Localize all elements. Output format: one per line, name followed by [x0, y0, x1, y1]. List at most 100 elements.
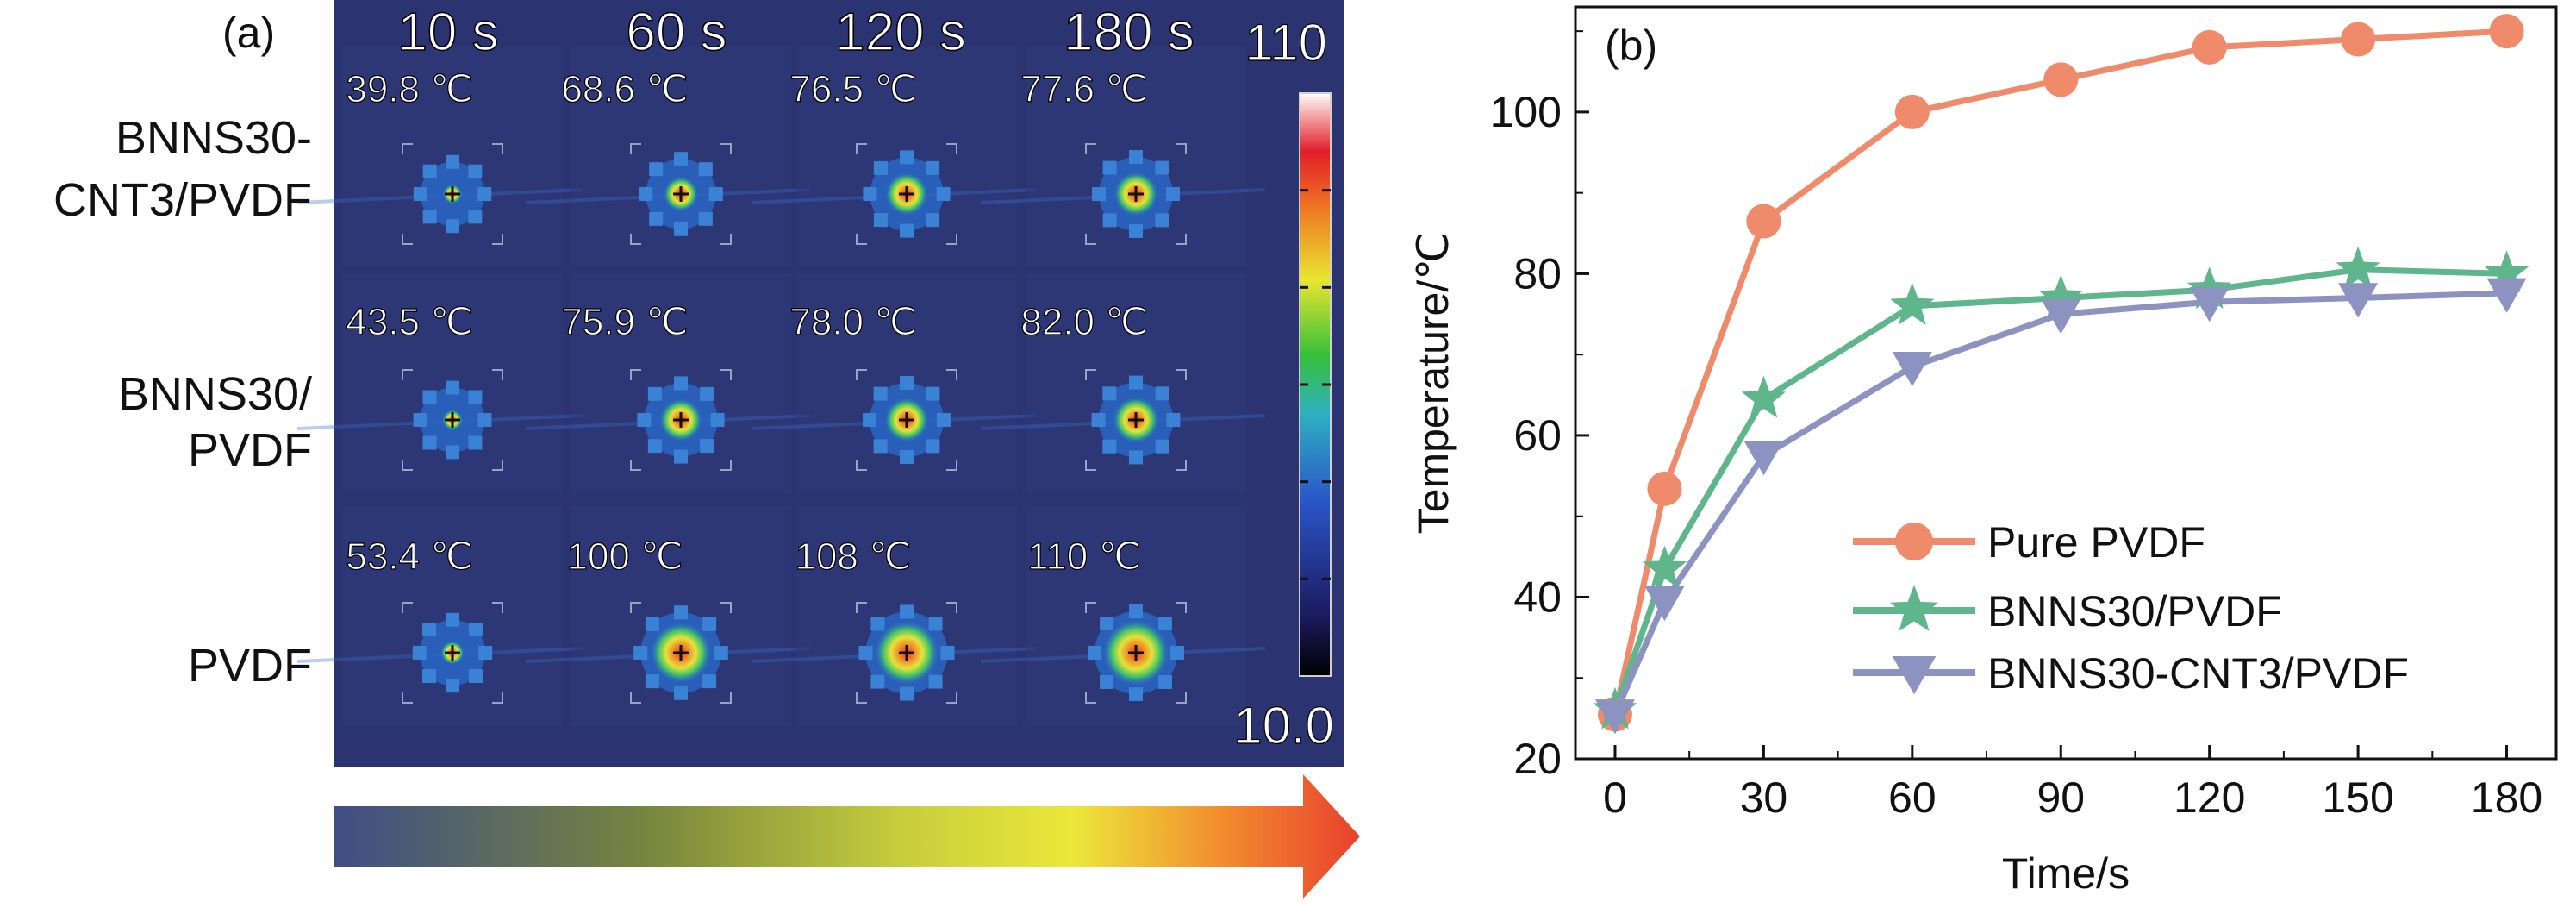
sample-notch: [858, 646, 873, 660]
data-point: [2489, 14, 2524, 49]
data-point: [1594, 699, 1635, 735]
focus-bracket: [946, 234, 957, 245]
temperature-readout: 108 ℃: [795, 535, 911, 578]
panel-b-label: (b): [1605, 22, 1657, 70]
focus-bracket: [1085, 369, 1096, 380]
sample-notch: [1165, 187, 1180, 201]
sample-notch: [413, 187, 427, 201]
sample-notch: [446, 154, 459, 169]
sample-notch: [700, 439, 714, 454]
series-star: [1612, 266, 2507, 711]
sample-notch: [1129, 604, 1143, 618]
focus-bracket: [856, 143, 867, 154]
sample-notch: [422, 623, 437, 637]
thermal-tile: [525, 273, 811, 493]
focus-bracket: [492, 143, 503, 154]
sample-notch: [900, 150, 914, 165]
temperature-readout: 76.5 ℃: [789, 68, 916, 110]
sample-notch: [412, 646, 427, 660]
sample-notch: [873, 160, 888, 175]
x-axis-label: Time/s: [2002, 849, 2130, 898]
legend-label: BNNS30/PVDF: [1987, 587, 2282, 636]
data-point: [1642, 545, 1687, 588]
series-line: [1612, 290, 2507, 716]
sample-notch: [446, 679, 459, 693]
sample-notch: [1129, 687, 1143, 701]
sample-notch: [468, 164, 483, 178]
temperature-readout: 110 ℃: [1027, 535, 1141, 578]
y-tick-label: 100: [1490, 88, 1562, 136]
sample-name-line: BNNS30/: [118, 368, 312, 420]
sample-name-line: CNT3/PVDF: [53, 174, 312, 226]
color-scale-max: 110: [1244, 14, 1327, 72]
data-point: [2341, 22, 2376, 57]
sample-notch: [702, 674, 717, 689]
sample-notch: [468, 390, 483, 404]
data-point: [1644, 586, 1685, 622]
sample-notch: [674, 686, 688, 700]
data-point: [1894, 94, 1930, 129]
focus-bracket: [720, 602, 732, 613]
thermal-tile: [980, 506, 1266, 726]
sample-notch: [936, 187, 951, 201]
sample-notch: [873, 439, 888, 454]
focus-bracket: [720, 143, 732, 154]
chart-axes: 0 30 60 90 120 150 180 20 40 60 80 100: [1490, 30, 2542, 822]
sample-notch: [1129, 150, 1143, 165]
thermal-tile: [296, 47, 583, 267]
sample-notch: [1102, 160, 1117, 175]
chart-legend: Pure PVDF BNNS30/PVDF BNNS30-CNT3/PVDF: [1853, 518, 2409, 698]
sample-row-labels: BNNS30- CNT3/PVDF BNNS30/PVDF PVDF: [53, 112, 312, 692]
thermal-tile: [751, 506, 1037, 726]
focus-bracket: [1176, 143, 1187, 154]
data-point: [1892, 656, 1937, 695]
data-point: [1890, 282, 1935, 325]
sample-notch: [1129, 450, 1143, 465]
sample-notch: [900, 604, 914, 619]
sample-name-line: PVDF: [188, 424, 312, 476]
y-tick-label: 80: [1513, 249, 1562, 297]
series-triangle-down: [1612, 290, 2507, 716]
thermal-tile: [980, 273, 1266, 493]
sample-notch: [900, 449, 914, 464]
sample-notch: [413, 413, 427, 427]
series-line: [1612, 28, 2507, 716]
sample-notch: [1157, 617, 1172, 631]
series-circle: [1612, 28, 2507, 716]
focus-bracket: [856, 460, 867, 471]
focus-bracket: [402, 602, 413, 613]
sample-notch: [647, 439, 662, 454]
focus-bracket: [720, 692, 732, 704]
focus-bracket: [946, 369, 957, 380]
x-tick-label: 120: [2174, 773, 2245, 822]
focus-bracket: [630, 143, 641, 154]
panel-a-thermal-images: (a) 10 s 60 s 120 s 180 s BNNS30-CNT3/PVDFB…: [53, 0, 1360, 899]
sample-notch: [863, 187, 877, 201]
sample-notch: [674, 376, 688, 391]
temperature-readout: 68.6 ℃: [561, 68, 688, 110]
data-point: [2192, 29, 2227, 65]
temperature-readout: 82.0 ℃: [1020, 301, 1147, 343]
sample-notch: [698, 162, 713, 177]
sample-notch: [1092, 187, 1107, 201]
thermal-tile: [751, 273, 1037, 493]
data-point: [1647, 471, 1682, 506]
sample-notch: [1155, 213, 1169, 228]
sample-notch: [674, 449, 688, 464]
temperature-readout: 43.5 ℃: [346, 301, 472, 343]
focus-bracket: [720, 369, 732, 380]
sample-notch: [936, 413, 951, 427]
time-headers: 10 s 60 s 120 s 180 s: [397, 2, 1195, 63]
sample-notch: [422, 210, 437, 224]
sample-notch: [446, 380, 459, 395]
temperature-readout: 100 ℃: [566, 535, 683, 578]
sample-notch: [633, 646, 648, 660]
focus-bracket: [492, 692, 503, 704]
focus-bracket: [1176, 692, 1187, 704]
sample-notch: [446, 612, 459, 627]
temperature-readout: 39.8 ℃: [346, 68, 472, 110]
sample-notch: [645, 617, 659, 631]
focus-bracket: [946, 460, 957, 471]
temperature-readout: 78.0 ℃: [789, 301, 916, 343]
sample-notch: [1129, 223, 1143, 238]
